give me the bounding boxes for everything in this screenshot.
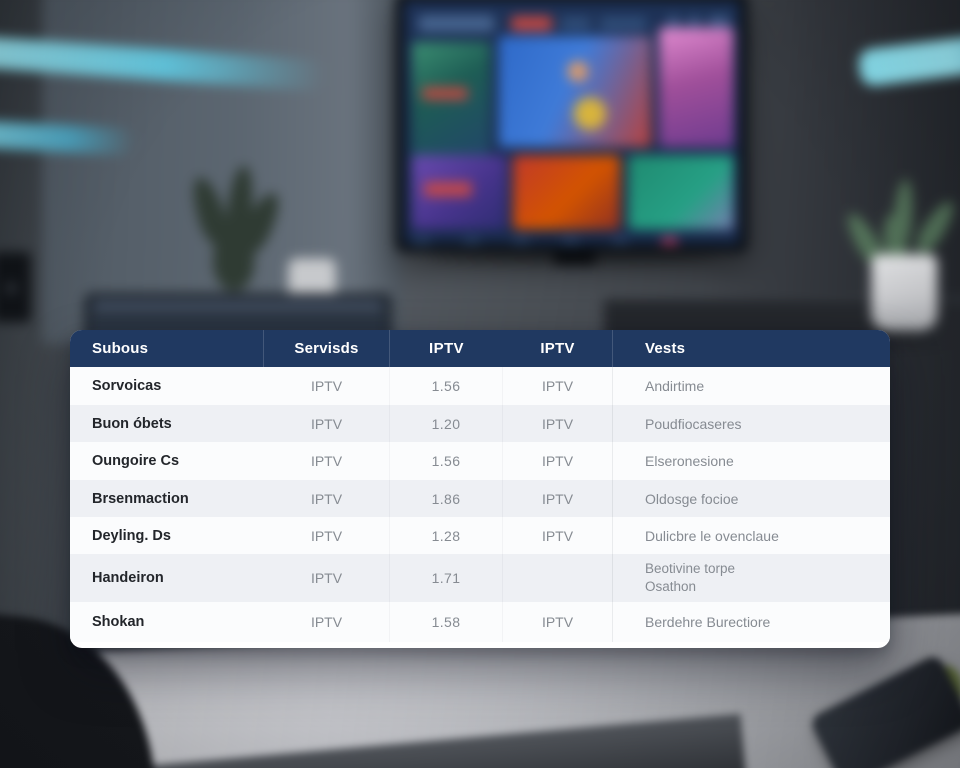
tv-tile-hero (498, 35, 651, 148)
tv-dock-icon (414, 237, 431, 244)
cell-service2: IPTV (503, 517, 613, 554)
tv-tile (628, 155, 734, 230)
table-row: Sorvoicas IPTV 1.56 IPTV Andirtime (70, 367, 890, 405)
tv-streaming-ui (403, 0, 740, 244)
cell-service: IPTV (264, 405, 390, 442)
tv-red-button (510, 16, 553, 31)
tv-dock-icon (562, 237, 579, 244)
cell-vests: Andirtime (645, 378, 705, 394)
cell-name: Deyling. Ds (92, 527, 171, 544)
cell-service: IPTV (264, 602, 390, 642)
speaker (0, 252, 31, 323)
tv-icon (708, 15, 730, 28)
cell-service2: IPTV (503, 602, 613, 642)
table-row: Buon óbets IPTV 1.20 IPTV Poudfiocaseres (70, 405, 890, 442)
cell-service: IPTV (264, 517, 390, 554)
cell-value: 1.56 (390, 367, 503, 405)
tv-icon (667, 15, 680, 28)
cell-service2: IPTV (503, 480, 613, 517)
cell-name: Oungoire Cs (92, 453, 180, 469)
column-header-iptv-2: IPTV (503, 330, 613, 367)
column-header-subous: Subous (70, 330, 264, 367)
table-row: Oungoire Cs IPTV 1.56 IPTV Elseronesione (70, 442, 890, 480)
table-row: Shokan IPTV 1.58 IPTV Berdehre Burectior… (70, 602, 890, 642)
cell-value: 1.86 (390, 480, 503, 517)
cell-vests: Berdehre Burectiore (645, 614, 771, 630)
cell-name: Handeiron (92, 570, 164, 586)
cell-vests: Beotivine torpe Osathon (613, 554, 890, 602)
column-header-iptv-1: IPTV (429, 340, 464, 357)
tv-tile (659, 27, 734, 148)
cell-name: Shokan (92, 614, 145, 630)
cell-value: 1.71 (390, 554, 503, 602)
tv-dock-icon (463, 237, 480, 244)
cell-service: IPTV (264, 442, 390, 480)
tv-menu-pill (599, 17, 647, 30)
tv-dock-icon-active (661, 237, 678, 244)
services-table-card: Subous Servisds IPTV IPTV Vests Sorvoica… (70, 330, 890, 648)
cell-vests: Oldosge focioe (645, 490, 739, 507)
cell-service: IPTV (264, 367, 390, 405)
cell-name: Buon óbets (92, 415, 172, 432)
table-row: Handeiron IPTV 1.71 Beotivine torpe Osat… (70, 554, 890, 602)
cell-service: IPTV (264, 480, 390, 517)
cell-value: 1.20 (390, 405, 503, 442)
cell-service2: IPTV (503, 442, 613, 480)
cell-service2 (503, 554, 613, 602)
cell-vests: Poudfiocaseres (645, 415, 742, 432)
tv-menu-pill (560, 17, 592, 30)
cell-name: Sorvoicas (92, 378, 162, 394)
table-row: Deyling. Ds IPTV 1.28 IPTV Dulicbre le o… (70, 517, 890, 554)
cell-service: IPTV (264, 554, 390, 602)
plant-pot (871, 254, 938, 331)
tv-nav-pill (418, 15, 495, 32)
column-header-servisds: Servisds (264, 330, 390, 367)
cell-value: 1.28 (390, 517, 503, 554)
tv-icon (688, 15, 701, 28)
cell-value: 1.56 (390, 442, 503, 480)
cell-value: 1.58 (390, 602, 503, 642)
tv-dock-icon (611, 237, 629, 244)
vests-line-2: Osathon (645, 579, 697, 594)
tv-tile (412, 42, 491, 164)
table-header-row: Subous Servisds IPTV IPTV Vests (70, 330, 890, 367)
table-row: Brsenmaction IPTV 1.86 IPTV Oldosge foci… (70, 480, 890, 517)
tv-tile (412, 155, 507, 230)
tv-tile (512, 155, 621, 230)
vests-line-1: Beotivine torpe (645, 560, 736, 576)
plant-left (186, 164, 287, 305)
cell-name: Brsenmaction (92, 490, 189, 507)
tv-screen (395, 0, 748, 253)
cell-vests: Elseronesione (645, 453, 734, 469)
tv-dock-icon (512, 237, 530, 244)
cell-service2: IPTV (503, 405, 613, 442)
cell-service2: IPTV (503, 367, 613, 405)
cell-vests: Dulicbre le ovenclaue (645, 527, 779, 544)
tv-stand (554, 251, 596, 266)
column-header-vests: Vests (645, 340, 686, 357)
